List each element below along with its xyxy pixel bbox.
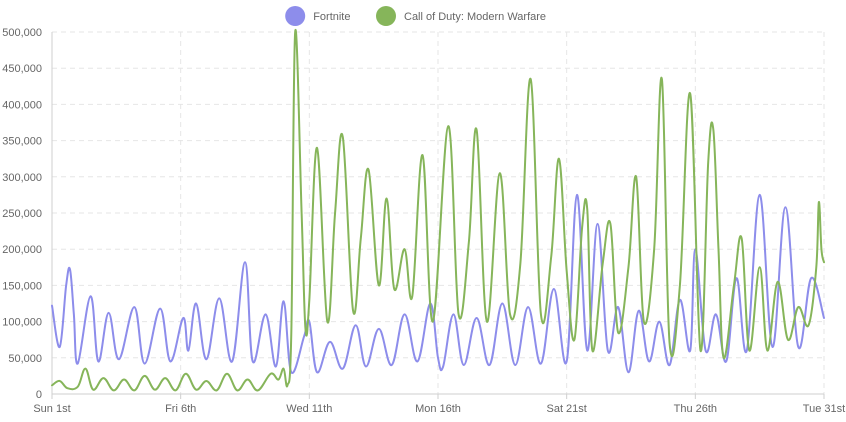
y-tick-label: 150,000 bbox=[2, 280, 42, 292]
y-tick-label: 100,000 bbox=[2, 317, 42, 329]
legend-item[interactable]: Call of Duty: Modern Warfare bbox=[376, 6, 546, 26]
legend-label: Call of Duty: Modern Warfare bbox=[404, 11, 546, 23]
y-tick-label: 450,000 bbox=[2, 63, 42, 75]
y-tick-label: 400,000 bbox=[2, 99, 42, 111]
x-tick-label: Sat 21st bbox=[546, 403, 586, 415]
legend-label: Fortnite bbox=[313, 11, 350, 23]
legend-marker bbox=[376, 6, 396, 26]
x-tick-label: Tue 31st bbox=[803, 403, 845, 415]
series-line-fortnite bbox=[51, 193, 825, 374]
y-tick-label: 50,000 bbox=[8, 353, 42, 365]
x-tick-label: Fri 6th bbox=[165, 403, 196, 415]
axes: 0 50,000 100,000 150,000 200,000 250,000 300,0… bbox=[2, 27, 845, 415]
y-tick-label: 0 bbox=[36, 389, 42, 401]
y-tick-label: 500,000 bbox=[2, 27, 42, 39]
x-tick-label: Mon 16th bbox=[415, 403, 461, 415]
y-tick-label: 350,000 bbox=[2, 136, 42, 148]
y-tick-label: 200,000 bbox=[2, 244, 42, 256]
x-tick-label: Sun 1st bbox=[33, 403, 70, 415]
y-tick-label: 250,000 bbox=[2, 208, 42, 220]
grid bbox=[51, 31, 825, 394]
x-tick-label: Wed 11th bbox=[286, 403, 332, 415]
series-lines bbox=[51, 28, 825, 392]
legend-item[interactable]: Fortnite bbox=[285, 6, 350, 26]
legend: Fortnite Call of Duty: Modern Warfare bbox=[285, 6, 546, 26]
legend-marker bbox=[285, 6, 306, 26]
series-line-call-of-duty-modern-warfare bbox=[51, 28, 825, 392]
y-tick-label: 300,000 bbox=[2, 172, 42, 184]
x-tick-label: Thu 26th bbox=[674, 403, 717, 415]
